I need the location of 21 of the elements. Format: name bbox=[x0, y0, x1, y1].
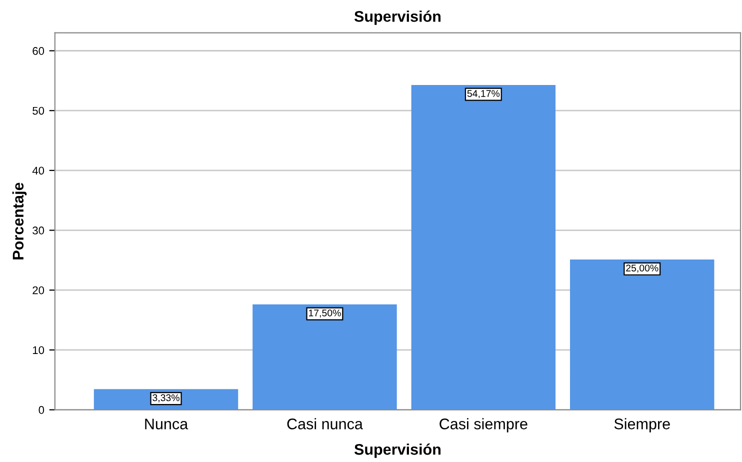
chart-title: Supervisión bbox=[354, 10, 440, 25]
x-axis-title: Supervisión bbox=[354, 443, 440, 458]
y-tick-label: 50 bbox=[32, 106, 44, 115]
bar bbox=[252, 304, 397, 410]
x-tick-label: Casi nunca bbox=[287, 418, 363, 430]
y-tick-label: 30 bbox=[32, 226, 44, 234]
y-tick-label: 0 bbox=[38, 406, 44, 414]
y-tick-label: 10 bbox=[32, 346, 44, 354]
data-label: 17,50% bbox=[308, 309, 341, 318]
y-tick-label: 40 bbox=[32, 166, 44, 175]
bar bbox=[570, 260, 714, 410]
x-tick-label: Casi siempre bbox=[440, 418, 528, 432]
data-label: 54,17% bbox=[467, 90, 500, 98]
y-tick-label: 20 bbox=[32, 286, 44, 294]
bar bbox=[411, 84, 556, 410]
x-tick-label: Siempre bbox=[614, 418, 670, 432]
data-label: 25,00% bbox=[626, 264, 658, 273]
y-axis-title: Porcentaje bbox=[12, 182, 27, 260]
data-label: 3,33% bbox=[152, 394, 180, 402]
x-tick-label: Nunca bbox=[145, 418, 188, 430]
y-tick-label: 60 bbox=[32, 47, 44, 55]
